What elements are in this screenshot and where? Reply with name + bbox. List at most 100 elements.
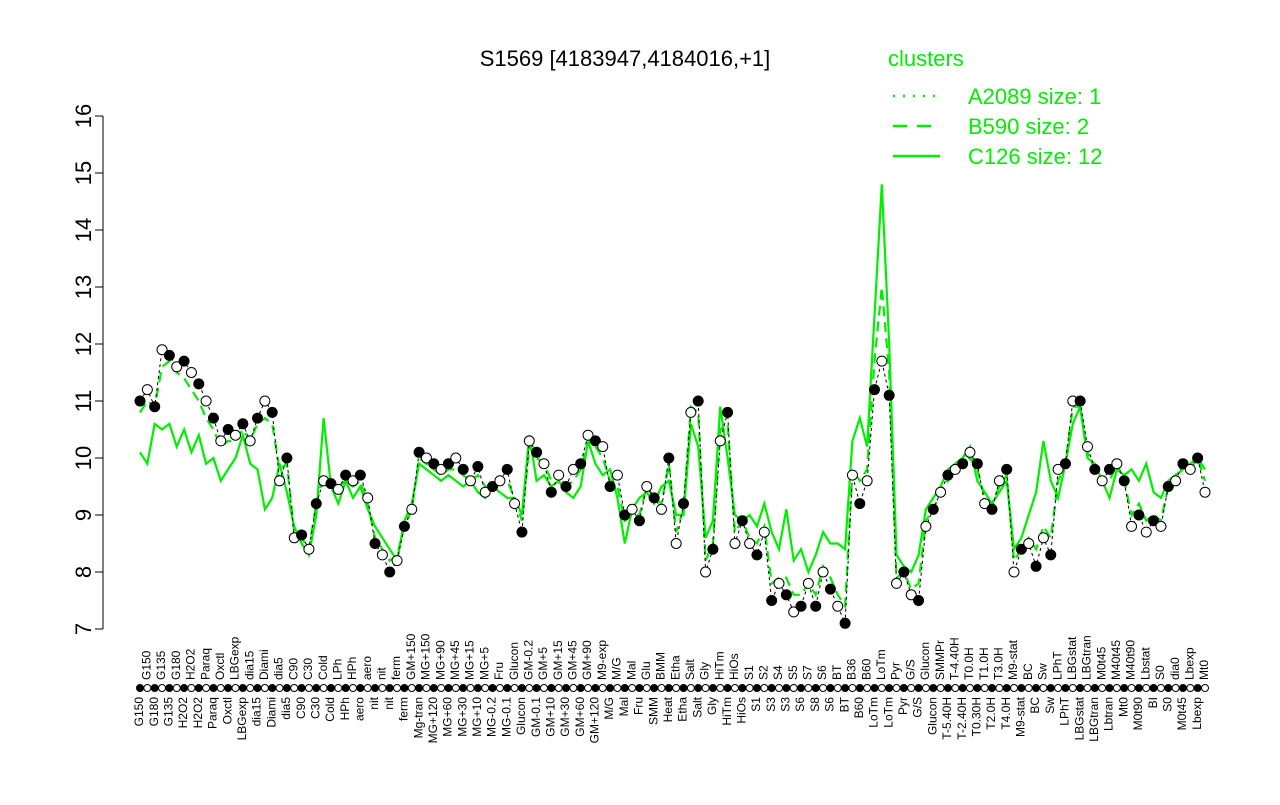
x-tick-label: SMM (646, 697, 660, 725)
x-tick-label: Sw (1043, 697, 1057, 714)
x-tick-label: G180 (147, 697, 161, 727)
x-rug-point (679, 684, 688, 692)
x-rug-point (165, 684, 174, 692)
x-tick-label: Pyr (896, 697, 910, 715)
x-tick-label: GM+10 (543, 697, 557, 737)
x-tick-label: Lbexp (1190, 697, 1204, 730)
x-rug-point (863, 684, 872, 692)
x-tick-label: G/S (903, 659, 917, 680)
x-rug-point (620, 684, 629, 692)
x-rug-point (716, 684, 725, 692)
x-rug-point (657, 684, 666, 692)
x-rug-point (819, 684, 828, 692)
x-tick-label: H2O2 (184, 648, 198, 680)
data-point (1023, 538, 1035, 549)
data-point (648, 492, 660, 504)
data-point (986, 503, 998, 515)
x-tick-label: SMMPr (933, 640, 947, 680)
x-rug-point (1134, 684, 1143, 692)
data-point (567, 463, 579, 475)
data-point (215, 435, 227, 447)
data-point (1045, 549, 1057, 561)
data-point (663, 452, 675, 464)
legend-entry-c126: C126 size: 12 (968, 144, 1103, 169)
data-point (369, 538, 381, 549)
data-point (935, 486, 947, 498)
data-point (700, 566, 712, 578)
x-tick-label: Diami (257, 649, 271, 680)
x-rug-point (180, 684, 189, 692)
x-tick-label: S2 (756, 665, 770, 680)
data-point (1052, 463, 1064, 475)
x-tick-label: MG+90 (433, 640, 447, 680)
x-tick-label: Etha (676, 697, 690, 722)
data-point (1177, 458, 1189, 470)
x-tick-label: MG+150 (419, 633, 433, 680)
x-tick-label: LBGexp (235, 697, 249, 741)
x-rug-point (422, 684, 431, 692)
x-tick-label: HiOs (734, 697, 748, 724)
data-point (1037, 532, 1049, 544)
x-rug-point (1017, 684, 1026, 692)
x-rug-point (855, 684, 864, 692)
x-tick-label: GM+15 (551, 640, 565, 680)
x-rug-point (921, 684, 930, 692)
x-tick-label: Glu (639, 661, 653, 680)
x-tick-label: S1 (749, 697, 763, 712)
x-rug-point (275, 684, 284, 692)
x-rug-point (1039, 684, 1048, 692)
x-rug-point (334, 684, 343, 692)
x-rug-point (797, 684, 806, 692)
x-rug-point (437, 684, 446, 692)
x-rug-point (532, 684, 541, 692)
x-tick-label: Lbexp (1182, 647, 1196, 680)
x-rug-point (995, 684, 1004, 692)
x-rug-point (349, 684, 357, 692)
x-rug-point (591, 684, 600, 692)
x-rug-point (1076, 684, 1085, 692)
x-rug-point (730, 684, 739, 692)
x-tick-label: BT (830, 664, 844, 680)
data-point (707, 543, 719, 555)
x-tick-label: dia5 (279, 697, 293, 720)
legend: clusters A2089 size: 1 B590 size: 2 C126… (888, 46, 1103, 169)
data-point (898, 566, 910, 578)
data-point (714, 435, 726, 447)
x-tick-label: MG-0.2 (485, 697, 499, 737)
x-rug-point (510, 684, 519, 692)
x-rug-point (613, 684, 622, 692)
x-rug-point (1061, 684, 1070, 692)
data-point (979, 498, 991, 510)
data-point (237, 418, 249, 430)
x-tick-label: GM+45 (566, 640, 580, 680)
x-tick-label: GM-0.1 (529, 697, 543, 737)
data-point (913, 595, 925, 606)
x-rug-point (466, 684, 475, 692)
data-point (545, 486, 557, 498)
x-tick-label: LBGexp (228, 636, 242, 680)
x-rug-point (341, 684, 350, 692)
x-rug-point (231, 684, 240, 692)
x-rug-point (584, 684, 593, 692)
x-tick-label: S0 (1160, 697, 1174, 712)
x-rug-point (965, 684, 974, 692)
x-tick-label: G150 (140, 650, 154, 680)
x-rug-point (782, 684, 791, 692)
x-tick-label: B36 (845, 658, 859, 680)
x-tick-label: Oxctl (213, 653, 227, 680)
x-rug-point (877, 684, 886, 692)
x-tick-label: ferm (389, 656, 403, 680)
x-tick-label: HPh (338, 697, 352, 720)
data-point (575, 458, 587, 470)
x-rug-point (738, 684, 747, 692)
y-axis: 7 8 9 10 11 12 13 14 15 16 (71, 104, 104, 635)
x-tick-label: MG+30 (455, 697, 469, 737)
x-rug-point (319, 684, 328, 692)
x-tick-label: BMM (654, 652, 668, 680)
data-point (406, 503, 418, 515)
x-rug-point (708, 684, 717, 692)
data-point (141, 384, 153, 396)
x-rug-point (503, 684, 512, 692)
data-point (1126, 520, 1138, 532)
x-rug-point (745, 684, 754, 692)
